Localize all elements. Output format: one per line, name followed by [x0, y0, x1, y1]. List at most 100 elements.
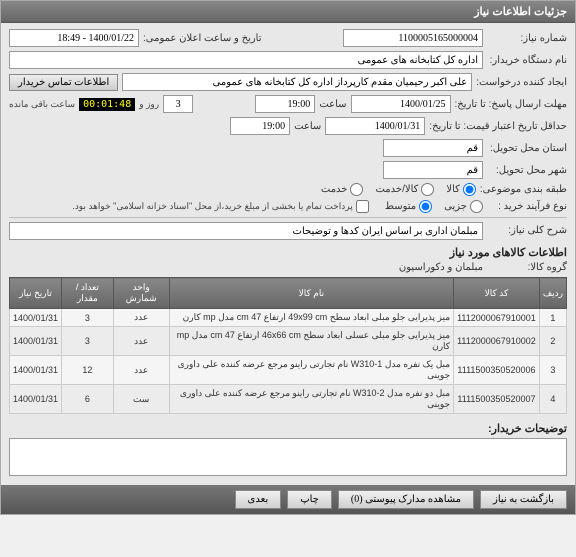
deadline-time-field[interactable] [255, 95, 315, 113]
process-radio-group: جزیی متوسط [385, 200, 483, 213]
main-panel: جزئیات اطلاعات نیاز شماره نیاز: تاریخ و … [0, 0, 576, 515]
table-header: واحد شمارش [113, 278, 169, 309]
process-low-radio[interactable] [470, 200, 483, 213]
print-button[interactable]: چاپ [287, 490, 332, 509]
budget-kala-radio[interactable] [463, 183, 476, 196]
payment-check[interactable]: پرداخت تمام یا بخشی از مبلغ خرید،از محل … [72, 200, 368, 213]
table-header: ردیف [539, 278, 566, 309]
city-field[interactable] [383, 161, 483, 179]
deadline-label: مهلت ارسال پاسخ: تا تاریخ: [455, 99, 567, 110]
table-cell: عدد [113, 327, 169, 356]
row-budget: طبقه بندی موضوعی: کالا کالا/خدمت خدمت [9, 183, 567, 196]
row-group: گروه کالا: مبلمان و دکوراسیون [9, 262, 567, 273]
row-validity: حداقل تاریخ اعتبار قیمت: تا تاریخ: ساعت [9, 117, 567, 135]
buyer-notes-label: توضیحات خریدار: [9, 422, 567, 435]
table-cell: 1400/01/31 [10, 309, 62, 327]
creator-label: ایجاد کننده درخواست: [476, 77, 567, 88]
group-label: گروه کالا: [487, 262, 567, 273]
table-cell: 2 [539, 327, 566, 356]
attachments-button[interactable]: مشاهده مدارک پیوستی (0) [338, 490, 474, 509]
table-cell: 12 [62, 356, 114, 385]
row-summary: شرح کلی نیاز: [9, 222, 567, 240]
buyer-org-label: نام دستگاه خریدار: [487, 55, 567, 66]
process-label: نوع فرآیند خرید : [487, 201, 567, 212]
row-process: نوع فرآیند خرید : جزیی متوسط پرداخت تمام… [9, 200, 567, 213]
table-header: تاریخ نیاز [10, 278, 62, 309]
table-cell: 3 [62, 309, 114, 327]
table-cell: ست [113, 385, 169, 414]
budget-khadamat2[interactable]: خدمت [321, 183, 364, 196]
group-value: مبلمان و دکوراسیون [399, 262, 483, 273]
table-cell: 1112000067910001 [454, 309, 540, 327]
budget-radio-group: کالا کالا/خدمت خدمت [321, 183, 476, 196]
table-cell: 1400/01/31 [10, 356, 62, 385]
row-buyer-org: نام دستگاه خریدار: [9, 51, 567, 69]
table-cell: مبل یک نفره مدل W310-1 نام تجارتی راینو … [169, 356, 453, 385]
table-cell: 1111500350520006 [454, 356, 540, 385]
table-header: تعداد / مقدار [62, 278, 114, 309]
items-table: ردیفکد کالانام کالاواحد شمارشتعداد / مقد… [9, 277, 567, 414]
table-cell: عدد [113, 356, 169, 385]
buyer-org-field[interactable] [9, 51, 483, 69]
validity-date-field[interactable] [325, 117, 425, 135]
budget-label: طبقه بندی موضوعی: [480, 184, 567, 195]
back-button[interactable]: بازگشت به نیاز [480, 490, 567, 509]
panel-body: شماره نیاز: تاریخ و ساعت اعلان عمومی: نا… [1, 23, 575, 485]
province-label: استان محل تحویل: [487, 143, 567, 154]
table-cell: 3 [539, 356, 566, 385]
table-row[interactable]: 31111500350520006مبل یک نفره مدل W310-1 … [10, 356, 567, 385]
deadline-date-field[interactable] [351, 95, 451, 113]
announce-field[interactable] [9, 29, 139, 47]
payment-note: پرداخت تمام یا بخشی از مبلغ خرید،از محل … [72, 201, 352, 212]
province-field[interactable] [383, 139, 483, 157]
table-header: نام کالا [169, 278, 453, 309]
need-no-label: شماره نیاز: [487, 33, 567, 44]
validity-label: حداقل تاریخ اعتبار قیمت: تا تاریخ: [429, 121, 567, 132]
city-label: شهر محل تحویل: [487, 165, 567, 176]
payment-checkbox[interactable] [356, 200, 369, 213]
separator-1 [9, 217, 567, 218]
time-label-1: ساعت [319, 99, 346, 110]
table-header: کد کالا [454, 278, 540, 309]
announce-label: تاریخ و ساعت اعلان عمومی: [143, 33, 262, 44]
later-button[interactable]: بعدی [235, 490, 282, 509]
counter-suffix: ساعت باقی مانده [9, 99, 75, 110]
budget-khadamat[interactable]: کالا/خدمت [375, 183, 434, 196]
table-cell: 3 [62, 327, 114, 356]
bottom-bar: بازگشت به نیاز مشاهده مدارک پیوستی (0) چ… [1, 485, 575, 514]
table-cell: 1400/01/31 [10, 327, 62, 356]
table-cell: 4 [539, 385, 566, 414]
buyer-notes-textarea[interactable] [9, 438, 567, 476]
table-row[interactable]: 11112000067910001میز پذیرایی جلو مبلی اب… [10, 309, 567, 327]
days-field [163, 95, 193, 113]
table-cell: مبل دو نفره مدل W310-2 نام تجارتی راینو … [169, 385, 453, 414]
table-cell: عدد [113, 309, 169, 327]
validity-time-field[interactable] [230, 117, 290, 135]
table-cell: میز پذیرایی جلو مبلی عسلی ابعاد سطح 46x6… [169, 327, 453, 356]
table-cell: 1112000067910002 [454, 327, 540, 356]
summary-label: شرح کلی نیاز: [487, 222, 567, 236]
contact-button[interactable]: اطلاعات تماس خریدار [9, 74, 118, 91]
creator-field[interactable] [122, 73, 472, 91]
budget-khadamat2-radio[interactable] [350, 183, 363, 196]
process-low[interactable]: جزیی [444, 200, 483, 213]
process-med[interactable]: متوسط [385, 200, 432, 213]
table-row[interactable]: 21112000067910002میز پذیرایی جلو مبلی عس… [10, 327, 567, 356]
row-province: استان محل تحویل: [9, 139, 567, 157]
process-med-radio[interactable] [419, 200, 432, 213]
row-creator: ایجاد کننده درخواست: اطلاعات تماس خریدار [9, 73, 567, 91]
table-row[interactable]: 41111500350520007مبل دو نفره مدل W310-2 … [10, 385, 567, 414]
table-cell: 1400/01/31 [10, 385, 62, 414]
summary-field[interactable] [9, 222, 483, 240]
time-label-2: ساعت [294, 121, 321, 132]
table-cell: 6 [62, 385, 114, 414]
budget-kala[interactable]: کالا [446, 183, 476, 196]
row-deadline: مهلت ارسال پاسخ: تا تاریخ: ساعت روز و 00… [9, 95, 567, 113]
table-cell: 1 [539, 309, 566, 327]
need-no-field[interactable] [343, 29, 483, 47]
row-city: شهر محل تحویل: [9, 161, 567, 179]
panel-title: جزئیات اطلاعات نیاز [1, 1, 575, 23]
row-need-no: شماره نیاز: تاریخ و ساعت اعلان عمومی: [9, 29, 567, 47]
budget-khadamat-radio[interactable] [421, 183, 434, 196]
days-label: روز و [139, 99, 159, 110]
